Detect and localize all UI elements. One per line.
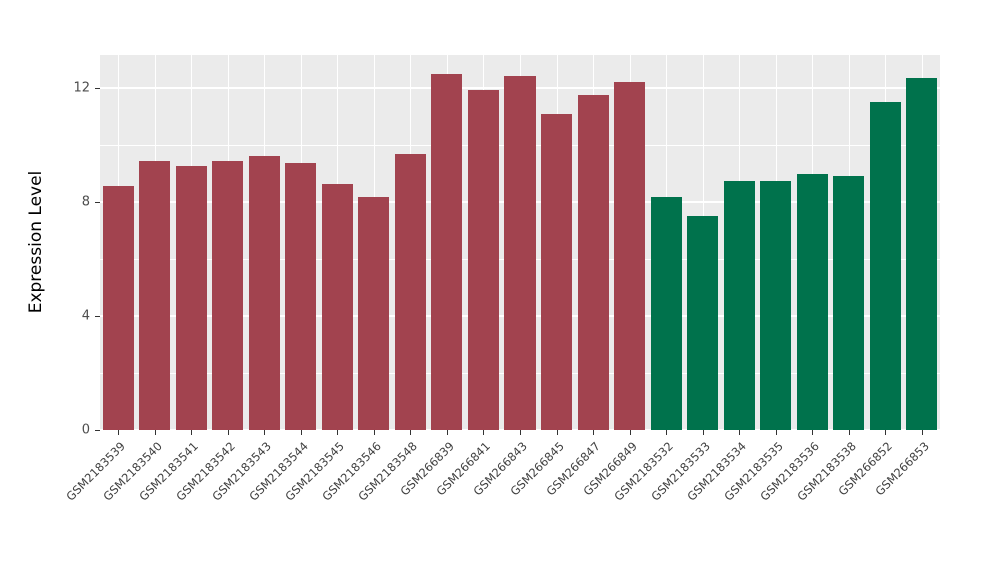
x-tick-mark xyxy=(264,430,266,435)
bar-GSM2183535 xyxy=(760,180,792,430)
x-tick-mark xyxy=(739,430,741,435)
x-tick-mark xyxy=(373,430,375,435)
bar-GSM266839 xyxy=(431,74,463,430)
bar-GSM2183538 xyxy=(833,176,865,430)
x-tick-mark xyxy=(629,430,631,435)
y-tick-mark xyxy=(95,88,100,90)
bar-GSM2183544 xyxy=(285,163,317,430)
x-tick-mark xyxy=(556,430,558,435)
bar-GSM266849 xyxy=(614,82,646,430)
bar-GSM2183532 xyxy=(650,196,682,430)
bar-GSM2183541 xyxy=(175,166,207,430)
x-tick-mark xyxy=(410,430,412,435)
bar-GSM2183542 xyxy=(212,161,244,430)
bar-GSM2183533 xyxy=(687,216,719,430)
bar-GSM266847 xyxy=(577,95,609,430)
x-tick-mark xyxy=(593,430,595,435)
y-tick-label: 12 xyxy=(73,80,90,96)
x-tick-mark xyxy=(483,430,485,435)
x-tick-mark xyxy=(118,430,120,435)
x-tick-mark xyxy=(885,430,887,435)
y-tick-mark xyxy=(95,202,100,204)
bar-GSM2183536 xyxy=(796,174,828,430)
bar-GSM2183534 xyxy=(723,180,755,430)
x-tick-mark xyxy=(848,430,850,435)
y-tick-label: 4 xyxy=(81,308,90,324)
x-tick-mark xyxy=(191,430,193,435)
bar-GSM2183539 xyxy=(102,186,134,430)
x-tick-mark xyxy=(921,430,923,435)
plot-panel xyxy=(100,55,940,431)
x-tick-mark xyxy=(702,430,704,435)
bar-GSM266852 xyxy=(869,102,901,430)
x-tick-mark xyxy=(775,430,777,435)
bar-GSM266853 xyxy=(906,78,938,430)
y-tick-label: 8 xyxy=(81,194,90,210)
y-tick-mark xyxy=(95,316,100,318)
x-tick-mark xyxy=(520,430,521,435)
bar-GSM266841 xyxy=(467,90,499,430)
bar-GSM2183540 xyxy=(139,161,171,430)
bar-GSM266845 xyxy=(541,114,573,430)
y-tick-mark xyxy=(95,430,100,431)
x-tick-mark xyxy=(300,430,302,435)
x-tick-mark xyxy=(446,430,448,435)
bar-GSM2183546 xyxy=(358,196,390,430)
x-tick-mark xyxy=(154,430,156,435)
y-axis-title: Expression Level xyxy=(26,170,46,314)
bar-GSM2183543 xyxy=(248,156,280,430)
y-tick-label: 0 xyxy=(81,422,90,438)
x-tick-mark xyxy=(227,430,229,435)
x-tick-mark xyxy=(666,430,668,435)
bar-GSM266843 xyxy=(504,76,536,430)
x-tick-mark xyxy=(337,430,339,435)
bar-GSM2183545 xyxy=(321,184,353,430)
x-tick-mark xyxy=(812,430,814,435)
bar-GSM2183548 xyxy=(394,154,426,430)
